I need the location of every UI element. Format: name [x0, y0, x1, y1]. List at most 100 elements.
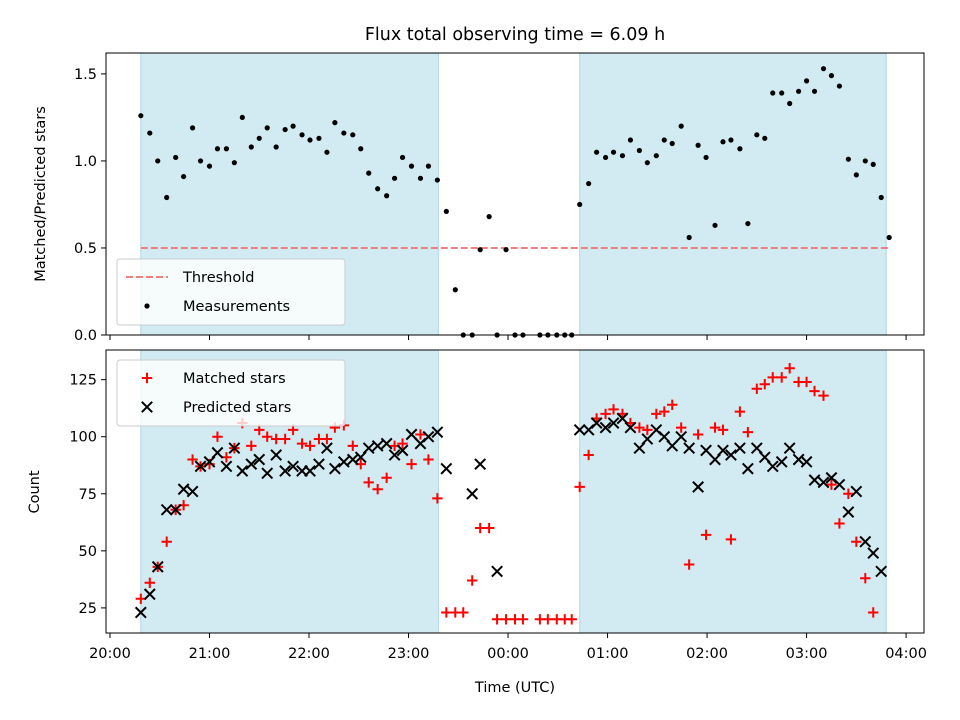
data-point — [236, 465, 249, 477]
data-point — [759, 379, 770, 390]
data-point — [405, 428, 418, 441]
data-point — [432, 493, 443, 504]
data-point — [573, 423, 586, 436]
data-point — [803, 78, 810, 84]
data-point — [223, 146, 230, 152]
data-point — [173, 154, 179, 161]
x-tick-label: 03:00 — [786, 646, 828, 662]
data-point — [423, 454, 434, 465]
data-point — [703, 154, 709, 161]
data-point — [441, 607, 452, 618]
data-point — [659, 406, 670, 417]
data-point — [627, 137, 634, 143]
data-point — [850, 485, 863, 498]
data-point — [725, 449, 737, 461]
data-point — [328, 462, 341, 475]
data-point — [867, 547, 880, 560]
data-point — [155, 158, 161, 164]
data-point — [600, 408, 611, 420]
data-point — [717, 424, 729, 436]
data-point — [862, 158, 868, 164]
data-point — [253, 453, 266, 466]
data-point — [836, 83, 843, 89]
x-tick-label: 04:00 — [885, 646, 927, 662]
data-point — [388, 449, 401, 461]
data-point — [734, 406, 746, 417]
data-point — [583, 449, 594, 461]
data-point — [270, 449, 283, 461]
data-point — [666, 439, 679, 452]
data-point — [787, 100, 793, 107]
data-point — [809, 385, 820, 397]
data-point — [391, 175, 398, 181]
x-tick-label: 01:00 — [587, 646, 629, 662]
data-point — [239, 114, 245, 121]
data-point — [870, 161, 876, 168]
data-point — [875, 565, 888, 578]
data-point — [422, 430, 435, 443]
data-point — [808, 474, 821, 486]
data-point — [256, 135, 262, 141]
data-point — [316, 135, 322, 141]
data-point — [599, 421, 612, 434]
data-point — [675, 430, 688, 443]
data-point — [651, 408, 662, 420]
data-point — [590, 417, 603, 429]
data-point — [491, 565, 503, 578]
data-point — [783, 442, 796, 455]
data-point — [767, 372, 778, 383]
data-point — [362, 442, 375, 455]
data-point — [641, 433, 654, 445]
data-point — [371, 439, 384, 452]
data-point — [381, 472, 392, 484]
data-point — [425, 163, 432, 169]
data-point — [151, 560, 164, 573]
data-point — [686, 234, 692, 241]
data-point — [868, 607, 879, 618]
top-y-axis-label: Matched/Predicted stars — [33, 106, 49, 282]
data-point — [206, 163, 213, 169]
data-point — [500, 614, 512, 625]
legend-label: Predicted stars — [183, 400, 291, 416]
data-point — [384, 193, 390, 199]
data-point — [483, 522, 495, 534]
data-point — [332, 120, 338, 126]
observing-window-band — [579, 52, 887, 336]
data-point — [695, 142, 701, 148]
data-point — [408, 163, 415, 169]
data-point — [834, 518, 845, 529]
y-tick-label: 0.5 — [74, 241, 97, 257]
data-point — [751, 383, 763, 394]
data-point — [144, 577, 155, 588]
data-point — [397, 438, 408, 449]
data-point — [186, 485, 199, 498]
data-point — [636, 147, 642, 154]
data-point — [164, 194, 170, 201]
data-point — [177, 483, 190, 496]
data-point — [669, 140, 675, 147]
data-point — [321, 442, 333, 455]
data-point — [231, 160, 237, 166]
data-point — [307, 137, 313, 143]
data-point — [845, 156, 851, 162]
bottom-y-axis-label: Count — [27, 470, 43, 513]
data-point — [741, 462, 754, 475]
data-point — [189, 125, 196, 131]
series-predicted-stars — [136, 413, 888, 619]
x-tick-label: 20:00 — [89, 646, 131, 662]
data-point — [842, 506, 855, 518]
count-panel: 25 50 75 100 125 20:00 21:00 22:00 23:00 00:00 01:… — [69, 350, 927, 662]
data-point — [211, 446, 224, 459]
data-point — [169, 503, 182, 516]
data-point — [754, 132, 760, 138]
data-point — [859, 535, 872, 548]
data-point — [486, 214, 492, 220]
data-point — [608, 404, 619, 415]
data-point — [194, 460, 207, 473]
legend-label: Matched stars — [183, 371, 286, 387]
data-point — [667, 399, 678, 410]
data-point — [700, 444, 712, 457]
data-point — [220, 460, 233, 473]
data-point — [860, 573, 871, 584]
data-point — [766, 460, 779, 473]
